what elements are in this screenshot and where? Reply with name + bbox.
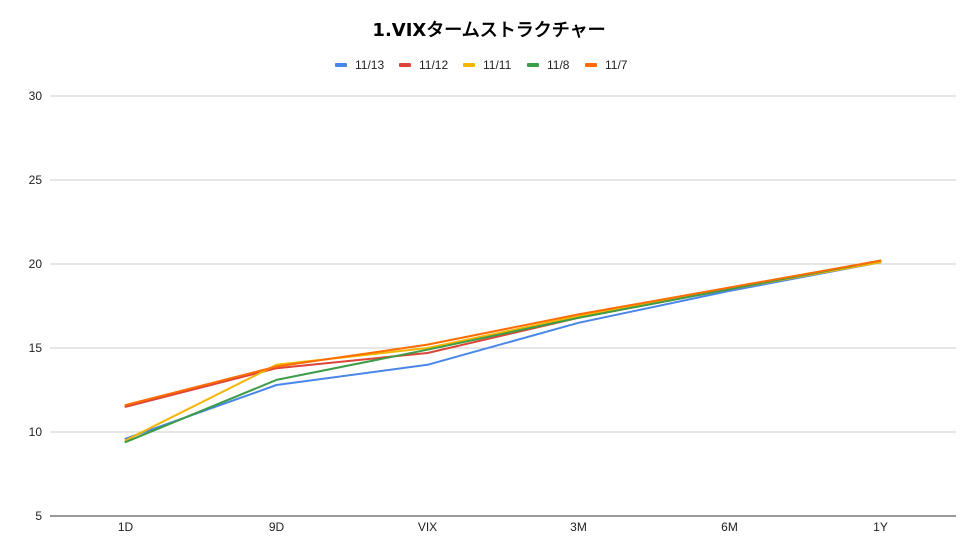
- chart-title: 1.VIXタームストラクチャー: [372, 20, 605, 41]
- y-tick-label: 10: [29, 425, 43, 439]
- y-axis: 5 10 15 20 25 30: [29, 89, 43, 523]
- legend-swatch: [463, 63, 475, 67]
- x-tick-label: 9D: [269, 520, 285, 534]
- legend-swatch: [335, 63, 347, 67]
- legend: 11/13 11/12 11/11 11/8 11/7: [335, 58, 628, 72]
- x-tick-label: 1Y: [873, 520, 888, 534]
- x-tick-label: 1D: [118, 520, 134, 534]
- legend-item: 11/12: [399, 58, 448, 72]
- y-tick-label: 20: [29, 257, 43, 271]
- y-tick-label: 30: [29, 89, 43, 103]
- y-tick-label: 25: [29, 173, 43, 187]
- legend-swatch: [585, 63, 597, 67]
- grid-layer: [50, 95, 956, 517]
- legend-swatch: [527, 63, 539, 67]
- legend-label: 11/11: [483, 58, 512, 72]
- legend-label: 11/13: [355, 58, 384, 72]
- legend-item: 11/7: [585, 58, 628, 72]
- legend-item: 11/13: [335, 58, 384, 72]
- series-line-11-13: [124, 261, 882, 440]
- legend-item: 11/8: [527, 58, 570, 72]
- legend-label: 11/8: [547, 58, 570, 72]
- legend-label: 11/12: [419, 58, 448, 72]
- x-tick-label: VIX: [418, 520, 437, 534]
- x-axis: 1D 9D VIX 3M 6M 1Y: [118, 520, 888, 534]
- legend-swatch: [399, 63, 411, 67]
- series-line-11-11: [124, 261, 882, 442]
- legend-label: 11/7: [605, 58, 628, 72]
- series-line-11-8: [124, 259, 882, 444]
- x-tick-label: 6M: [721, 520, 738, 534]
- series-layer: [124, 259, 882, 444]
- y-tick-label: 15: [29, 341, 43, 355]
- series-line-11-7: [124, 259, 882, 407]
- x-tick-label: 3M: [570, 520, 587, 534]
- legend-item: 11/11: [463, 58, 512, 72]
- y-tick-label: 5: [35, 509, 42, 523]
